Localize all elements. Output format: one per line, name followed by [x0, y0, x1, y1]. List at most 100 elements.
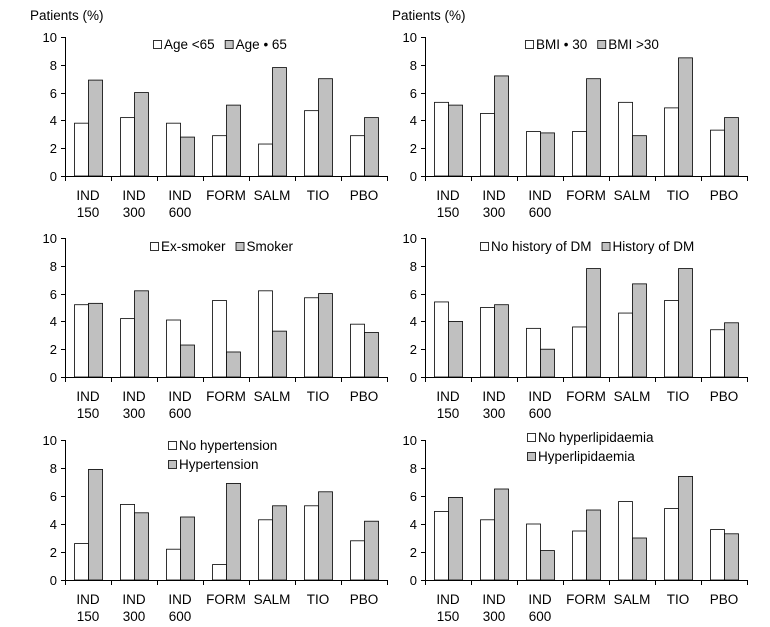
- y-tick-label: 2: [50, 342, 57, 357]
- legend-swatch: [527, 452, 536, 461]
- y-tick-label: 6: [410, 489, 417, 504]
- bar-form-series-2: [226, 351, 241, 378]
- chart-panel-1: Patients (%) 0 2 4 6 8 10 IND 150 IND 300 IND 600 FOR…: [30, 8, 388, 220]
- y-tick-label: 2: [410, 545, 417, 560]
- x-category-label: SALM: [614, 592, 651, 607]
- bar-ind-150-series-2: [88, 79, 103, 177]
- x-category-label: IND: [482, 592, 506, 607]
- x-category-label: 300: [123, 609, 146, 624]
- bar-ind-150-series-1: [434, 101, 449, 177]
- legend: BMI • 30 BMI >30: [525, 37, 659, 52]
- bar-pbo-series-2: [364, 520, 379, 581]
- x-category-label: IND: [528, 188, 552, 203]
- bar-ind-600-series-2: [540, 132, 555, 177]
- y-tick-label: 0: [410, 370, 417, 385]
- bar-salm-series-2: [272, 505, 287, 581]
- x-category-label: IND: [168, 188, 192, 203]
- y-tick-label: 2: [410, 141, 417, 156]
- bar-ind-300-series-1: [120, 318, 135, 378]
- x-category-label: IND: [168, 592, 192, 607]
- bar-ind-150-series-1: [434, 301, 449, 378]
- legend-label: Hypertension: [179, 457, 259, 472]
- bar-pbo-series-2: [364, 117, 379, 177]
- x-category-label: 300: [483, 205, 506, 220]
- x-category-label: IND: [528, 389, 552, 404]
- y-tick-label: 10: [43, 231, 57, 246]
- bar-ind-300-series-2: [494, 304, 509, 378]
- y-tick-label: 4: [50, 517, 57, 532]
- bar-form-series-2: [586, 509, 601, 581]
- y-tick-label: 0: [50, 370, 57, 385]
- legend-swatch: [527, 433, 536, 442]
- bar-pbo-series-1: [710, 529, 725, 581]
- x-category-label: IND: [122, 592, 146, 607]
- x-category-label: PBO: [710, 389, 739, 404]
- legend-label: History of DM: [613, 239, 695, 254]
- y-tick-label: 4: [50, 314, 57, 329]
- bar-tio-series-1: [664, 508, 679, 581]
- bar-ind-300-series-2: [134, 512, 149, 581]
- x-category-label: PBO: [710, 188, 739, 203]
- x-category-label: 600: [169, 205, 192, 220]
- bar-ind-300-series-2: [494, 75, 509, 177]
- x-category-label: 300: [123, 205, 146, 220]
- legend-swatch: [150, 242, 159, 251]
- bar-salm-series-2: [632, 537, 647, 581]
- legend: No hyperlipidaemia Hyperlipidaemia: [527, 430, 654, 464]
- bar-tio-series-2: [678, 57, 693, 177]
- bar-ind-600-series-1: [166, 319, 181, 378]
- bar-tio-series-1: [304, 110, 319, 177]
- bar-form-series-1: [572, 530, 587, 581]
- x-category-label: IND: [482, 389, 506, 404]
- legend-label: No history of DM: [491, 239, 592, 254]
- bar-ind-300-series-2: [134, 290, 149, 378]
- x-category-label: TIO: [307, 592, 330, 607]
- bar-pbo-series-2: [724, 117, 739, 177]
- bar-form-series-2: [226, 104, 241, 177]
- bar-form-series-1: [212, 564, 227, 581]
- x-category-label: SALM: [614, 389, 651, 404]
- x-category-label: IND: [482, 188, 506, 203]
- x-category-label: PBO: [350, 188, 379, 203]
- legend-swatch: [597, 40, 607, 49]
- x-category-label: IND: [436, 592, 460, 607]
- bar-form-series-1: [572, 131, 587, 177]
- bar-ind-600-series-2: [180, 344, 195, 378]
- bar-salm-series-1: [618, 501, 633, 581]
- x-category-label: TIO: [667, 389, 690, 404]
- bar-ind-600-series-1: [526, 131, 541, 177]
- bar-ind-150-series-2: [448, 104, 463, 177]
- bar-salm-series-2: [272, 330, 287, 378]
- x-category-label: 150: [77, 609, 100, 624]
- x-category-label: SALM: [254, 188, 291, 203]
- y-tick-label: 0: [410, 573, 417, 588]
- x-category-label: FORM: [206, 188, 246, 203]
- x-category-label: 150: [437, 205, 460, 220]
- bar-pbo-series-2: [724, 322, 739, 378]
- x-category-label: FORM: [206, 389, 246, 404]
- legend-swatch: [235, 242, 245, 251]
- bar-tio-series-1: [664, 107, 679, 177]
- bar-ind-150-series-1: [434, 510, 449, 581]
- chart-panel-6: 0 2 4 6 8 10 IND 150 IND 300 IND 600 FORM SALM TIO PBO N…: [403, 430, 748, 624]
- bar-tio-series-2: [318, 78, 333, 177]
- legend-swatch: [525, 40, 534, 49]
- bar-ind-300-series-2: [134, 92, 149, 177]
- y-tick-label: 4: [50, 113, 57, 128]
- y-tick-label: 6: [50, 489, 57, 504]
- y-tick-label: 10: [403, 231, 417, 246]
- bar-salm-series-2: [632, 283, 647, 378]
- legend-swatch: [153, 40, 162, 49]
- y-tick-label: 2: [50, 545, 57, 560]
- bar-salm-series-2: [272, 67, 287, 177]
- bar-ind-150-series-2: [88, 468, 103, 581]
- bar-salm-series-1: [258, 519, 273, 581]
- x-category-label: FORM: [566, 188, 606, 203]
- y-tick-label: 2: [50, 141, 57, 156]
- bar-pbo-series-2: [364, 332, 379, 378]
- bar-ind-150-series-1: [74, 304, 89, 378]
- bar-form-series-1: [572, 326, 587, 378]
- bar-pbo-series-1: [710, 129, 725, 177]
- y-tick-label: 8: [50, 461, 57, 476]
- y-tick-label: 10: [43, 30, 57, 45]
